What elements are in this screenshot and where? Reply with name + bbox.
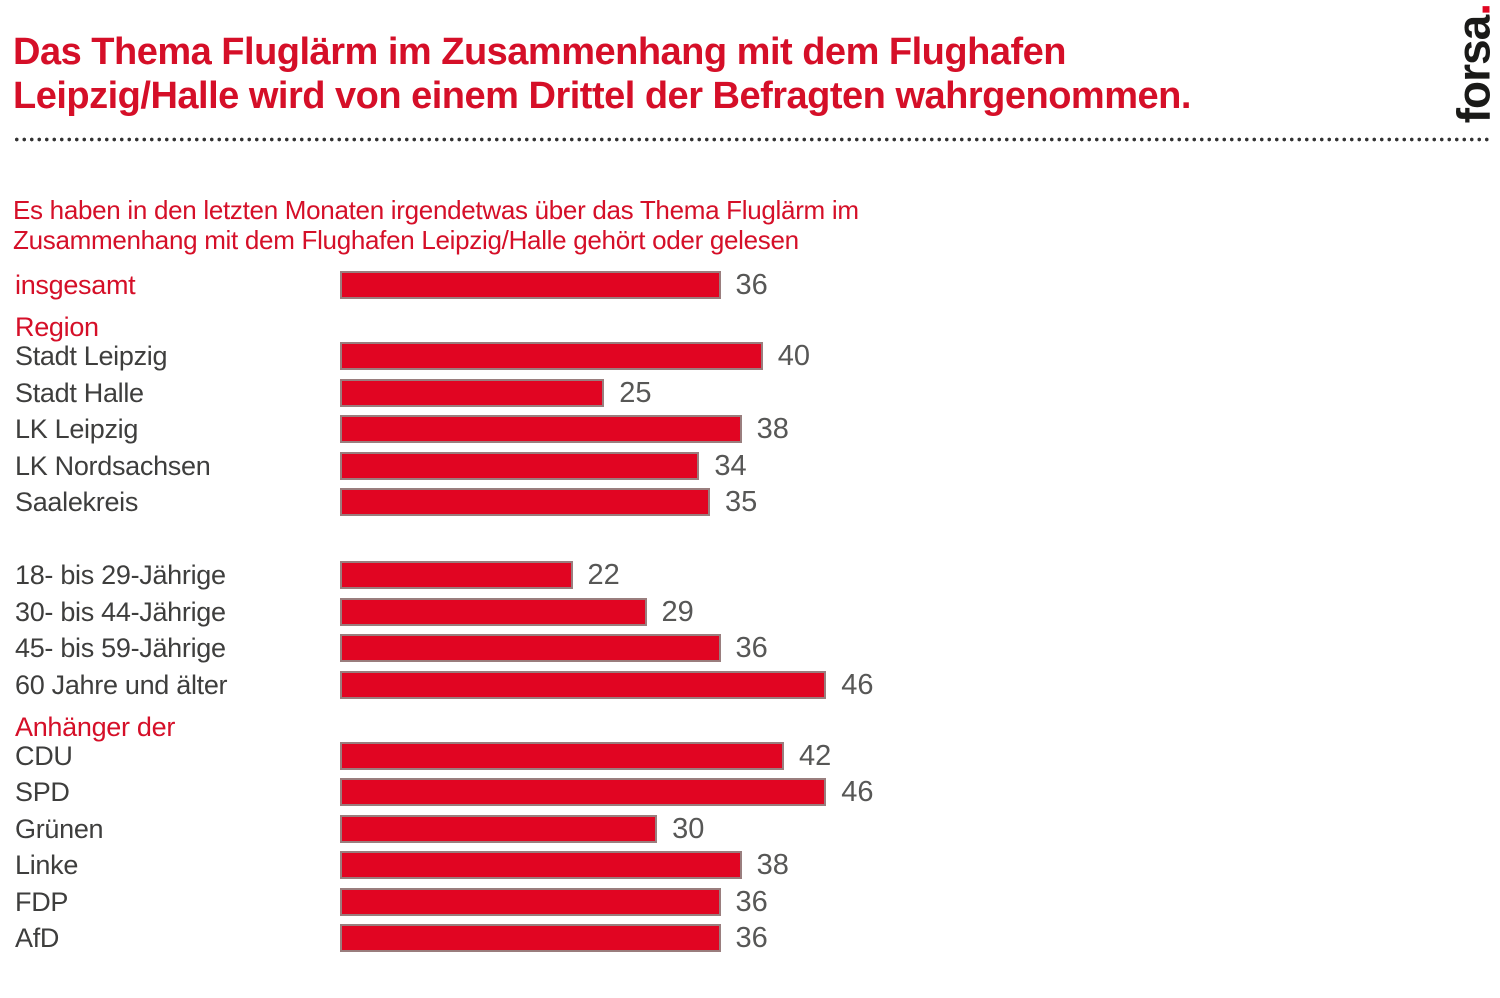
bar — [340, 271, 721, 299]
row-label: LK Leipzig — [15, 414, 139, 444]
value-label: 30 — [672, 812, 705, 845]
chart-question-line1: Es haben in den letzten Monaten irgendet… — [13, 195, 859, 225]
forsa-logo-text: forsa — [1447, 15, 1499, 124]
value-label: 29 — [661, 595, 694, 628]
bar — [340, 597, 647, 626]
row-label: Stadt Leipzig — [15, 341, 168, 371]
value-label: 35 — [724, 486, 758, 518]
value-label: 36 — [735, 632, 768, 664]
page-title: Das Thema Fluglärm im Zusammenhang mit d… — [13, 30, 1191, 118]
row-label: FDP — [15, 886, 69, 917]
bar — [340, 851, 742, 879]
value-label: 38 — [756, 413, 789, 445]
value-label: 25 — [619, 376, 652, 409]
group-header: Region — [15, 312, 99, 342]
bar — [340, 488, 710, 516]
bar — [340, 378, 605, 407]
bar — [340, 670, 827, 699]
bar — [340, 634, 721, 662]
bar — [340, 887, 721, 916]
group-header: Anhänger der — [15, 711, 176, 742]
value-label: 36 — [735, 885, 768, 918]
bar — [340, 814, 658, 843]
bar-chart: insgesamt 36 Region Stadt Leipzig 40 Stadt Ha… — [0, 271, 1500, 971]
value-label: 40 — [777, 340, 811, 372]
bar — [340, 561, 573, 589]
row-label: Linke — [15, 850, 79, 880]
row-label: 45- bis 59-Jährige — [15, 633, 226, 663]
value-label: 38 — [756, 849, 789, 881]
row-label: 60 Jahre und älter — [15, 669, 228, 700]
forsa-logo: forsa. — [1447, 4, 1499, 124]
bar — [340, 778, 827, 806]
value-label: 36 — [735, 922, 768, 954]
value-label: 46 — [841, 776, 874, 808]
chart-question: Es haben in den letzten Monaten irgendet… — [13, 195, 859, 255]
value-label: 46 — [841, 668, 874, 701]
row-label: CDU — [15, 740, 73, 771]
forsa-logo-dot: . — [1447, 4, 1499, 16]
dotted-divider — [13, 137, 1490, 142]
row-label: LK Nordsachsen — [15, 450, 211, 481]
value-label: 36 — [735, 269, 768, 301]
bar — [340, 342, 763, 370]
row-label: insgesamt — [15, 270, 136, 300]
bar — [340, 415, 742, 443]
row-label: 18- bis 29-Jährige — [15, 560, 226, 590]
value-label: 22 — [587, 559, 620, 591]
bar — [340, 741, 784, 770]
page-title-line1: Das Thema Fluglärm im Zusammenhang mit d… — [13, 31, 1066, 73]
row-label: Stadt Halle — [15, 377, 144, 408]
bar — [340, 451, 700, 480]
page-title-line2: Leipzig/Halle wird von einem Drittel der… — [13, 75, 1191, 117]
value-label: 42 — [798, 739, 832, 772]
bar — [340, 924, 721, 952]
row-label: 30- bis 44-Jährige — [15, 596, 226, 627]
row-label: Saalekreis — [15, 487, 139, 517]
chart-question-line2: Zusammenhang mit dem Flughafen Leipzig/H… — [13, 225, 799, 255]
row-label: SPD — [15, 777, 70, 807]
row-label: AfD — [15, 923, 60, 953]
row-label: Grünen — [15, 813, 104, 844]
value-label: 34 — [714, 449, 747, 482]
